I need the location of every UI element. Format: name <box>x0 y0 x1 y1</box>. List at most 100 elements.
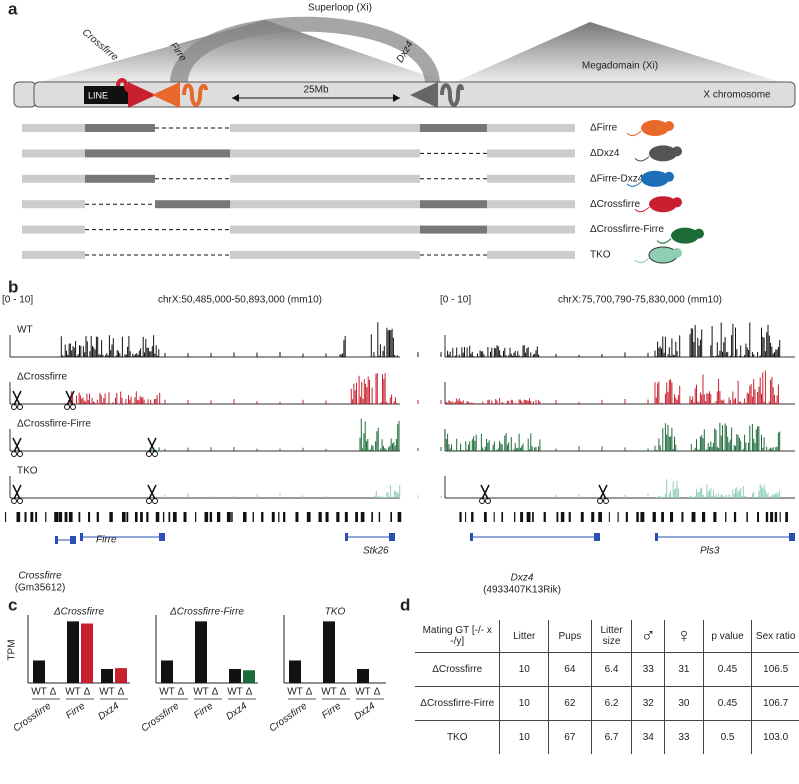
table-cell: 0.45 <box>702 652 752 687</box>
repeat-annotation <box>24 512 27 522</box>
megadomain-label: Megadomain (Xi) <box>582 61 658 72</box>
repeat-annotation <box>640 512 645 522</box>
megadomain-triangle <box>455 22 780 82</box>
table-cell: p value <box>702 620 752 653</box>
coverage <box>689 484 781 498</box>
coverage <box>689 422 781 451</box>
repeat-annotation <box>591 512 595 522</box>
repeat-annotation <box>252 512 254 522</box>
scissors <box>12 390 22 406</box>
repeat-annotation <box>636 512 639 522</box>
repeat-annotation <box>652 512 656 522</box>
locus-label: chrX:50,485,000-50,893,000 (mm10) <box>158 295 322 306</box>
genome-segment <box>230 124 420 132</box>
scissors <box>147 484 157 500</box>
panel-label: a <box>8 0 18 18</box>
series-label: WT <box>31 687 47 698</box>
repeat-annotation <box>183 512 187 522</box>
repeat-annotation <box>243 512 247 522</box>
genome-segment <box>487 251 575 259</box>
gene-label: Firre <box>96 535 117 546</box>
genome-segment <box>22 200 85 209</box>
mouse-icon <box>671 227 699 244</box>
gene-label: (Gm35612) <box>15 583 66 594</box>
scissors <box>147 437 157 453</box>
series-label: Δ <box>178 687 185 698</box>
table-cell: Litter <box>499 620 549 653</box>
gene-label: Pls3 <box>700 546 720 557</box>
repeat-annotation <box>520 512 524 522</box>
scissors <box>12 437 22 453</box>
crossfirre-squiggle <box>116 78 134 93</box>
gene-exon <box>159 533 165 541</box>
coverage <box>444 345 541 357</box>
bar <box>101 668 113 683</box>
repeat-annotation <box>58 512 63 522</box>
genome-segment <box>85 174 155 183</box>
table-cell: 10 <box>499 720 549 754</box>
coverage <box>655 479 681 498</box>
genome-segment <box>420 124 487 132</box>
genome-segment <box>487 200 575 209</box>
table-cell: ΔCrossfirre-Firre <box>415 686 500 721</box>
bar <box>33 660 45 683</box>
table-cell: 106.7 <box>751 686 799 721</box>
repeat-annotation <box>625 512 628 522</box>
mouse-head <box>664 121 674 131</box>
scissors-ring <box>597 498 603 504</box>
repeat-annotation <box>725 512 727 522</box>
table-cell: 10 <box>499 652 549 687</box>
chart-title: TKO <box>325 607 346 618</box>
repeat-annotation <box>5 512 7 522</box>
category-label: Crossfirre <box>139 700 181 734</box>
repeat-annotation <box>306 512 311 522</box>
repeat-annotation <box>360 512 365 522</box>
series-label: WT <box>321 687 337 698</box>
repeat-annotation <box>155 512 160 522</box>
gene-exon <box>594 533 600 541</box>
repeat-annotation <box>483 512 487 522</box>
category-label: Firre <box>64 700 88 721</box>
panel-label: d <box>400 595 410 614</box>
mouse-head <box>664 171 674 182</box>
repeat-annotation <box>134 512 138 522</box>
gene-label: Crossfirre <box>18 571 62 582</box>
superloop-arc <box>170 16 440 82</box>
gene-label: Dxz4 <box>511 573 534 584</box>
repeat-annotation <box>556 512 559 522</box>
scissors-ring <box>11 498 17 504</box>
category-label: Dxz4 <box>352 700 377 722</box>
scissors-ring <box>17 404 23 410</box>
table-cell: 64 <box>548 652 592 687</box>
repeat-annotation <box>514 512 516 522</box>
repeat-annotation <box>45 512 47 522</box>
bar <box>229 668 241 683</box>
coverage <box>339 336 346 357</box>
repeat-annotation <box>397 512 402 522</box>
genome-segment <box>85 124 155 132</box>
table-row: TKO 10 67 6.7 34 33 0.5 103.0 <box>415 720 799 754</box>
mouse-tail <box>634 156 650 162</box>
mouse-tail <box>626 130 642 137</box>
category-label: Dxz4 <box>224 700 249 722</box>
table-cell: 34 <box>631 720 665 754</box>
panel-label: b <box>8 277 18 296</box>
series-label: Δ <box>246 687 253 698</box>
table-cell: 6.2 <box>590 686 632 721</box>
genome-segment <box>230 149 420 158</box>
table-cell: Pups <box>548 620 592 653</box>
deletion-label: ΔFirre <box>590 123 618 134</box>
table-cell: ΔCrossfirre <box>415 652 500 687</box>
repeat-annotation <box>779 512 781 522</box>
bar <box>81 623 93 683</box>
series-label: Δ <box>340 687 347 698</box>
coverage <box>689 322 781 357</box>
repeat-annotation <box>64 512 68 522</box>
series-label: WT <box>355 687 371 698</box>
category-label: Dxz4 <box>96 700 121 722</box>
table-cell: ♂ <box>631 620 665 653</box>
table-cell: Litter size <box>590 620 632 653</box>
category-label: Firre <box>320 700 344 721</box>
gene-label: (4933407K13Rik) <box>483 585 561 596</box>
